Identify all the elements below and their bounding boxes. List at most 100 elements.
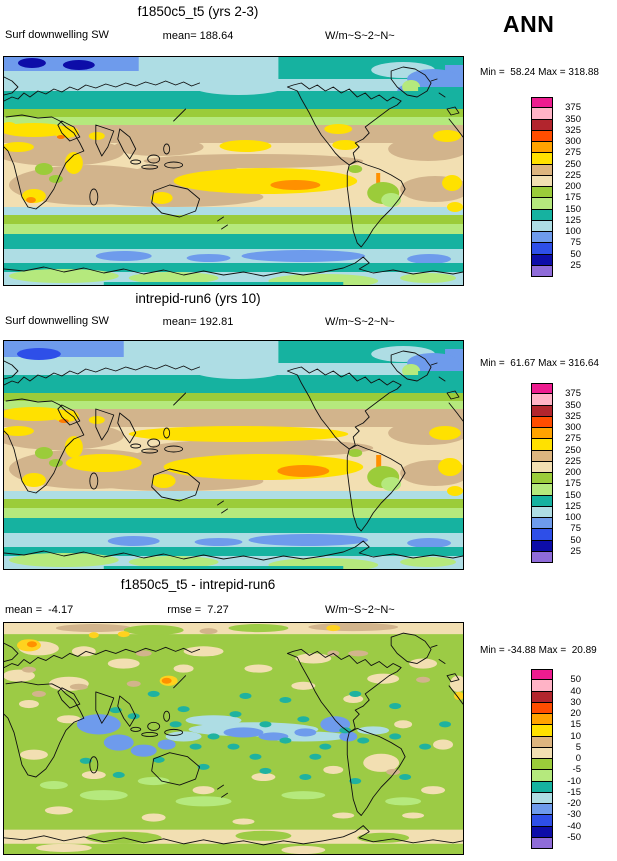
colorbar-tick-label: 75	[570, 237, 581, 249]
panel3-rmse-stat: rmse = 7.27	[167, 604, 229, 616]
colorbar-cell	[531, 416, 553, 428]
colorbar-tick-label: 125	[565, 500, 581, 512]
colorbar-cell	[531, 770, 553, 782]
map-panel2	[3, 340, 464, 570]
colorbar-cell	[531, 736, 553, 748]
panel1-minmax: Min = 58.24 Max = 318.88	[480, 67, 599, 78]
colorbar-cell	[531, 792, 553, 804]
colorbar-tick-label: 100	[565, 512, 581, 523]
colorbar-tick-label: 250	[565, 444, 581, 456]
colorbar-cell	[531, 153, 553, 165]
colorbar-cell	[531, 837, 553, 849]
colorbar-cell	[531, 164, 553, 176]
colorbar-tick-label: 25	[570, 259, 581, 271]
colorbar-cell	[531, 759, 553, 771]
colorbar-tick-label: -10	[567, 775, 581, 787]
colorbar-tick-label: 250	[565, 158, 581, 170]
colorbar-cell	[531, 108, 553, 120]
colorbar-tick-label: 175	[565, 478, 581, 490]
panel2-units-label: W/m~S~2~N~	[325, 316, 395, 328]
colorbar-cell	[531, 691, 553, 703]
colorbar-tick-label: 350	[565, 399, 581, 411]
colorbar-tick-label: 5	[575, 741, 581, 753]
colorbar-cell	[531, 747, 553, 759]
colorbar-cell	[531, 540, 553, 552]
colorbar-tick-label: 150	[565, 489, 581, 501]
colorbar-tick-label: 300	[565, 136, 581, 147]
panel3-mean-stat: mean = -4.17	[5, 604, 74, 616]
panel1-units-label: W/m~S~2~N~	[325, 30, 395, 42]
colorbar-tick-label: 10	[570, 730, 581, 742]
colorbar-panel3: 50 40 30 20 15 10 5 0 -5 -10 -15 -20 -30 -40 -50	[531, 669, 591, 849]
colorbar-tick-label: 0	[575, 753, 581, 764]
coastline-outlines	[4, 66, 463, 277]
colorbar-tick-label: 300	[565, 422, 581, 433]
colorbar-tick-label: 275	[565, 433, 581, 445]
colorbar-tick-label: 50	[570, 248, 581, 260]
colorbar-cell	[531, 450, 553, 462]
colorbar-cell	[531, 702, 553, 714]
colorbar-tick-label: -20	[567, 798, 581, 809]
colorbar-tick-label: 50	[570, 674, 581, 686]
colorbar-cell	[531, 680, 553, 692]
colorbar-tick-label: 225	[565, 455, 581, 467]
colorbar-tick-label: 20	[570, 708, 581, 719]
colorbar-cell	[531, 175, 553, 187]
colorbar-cell	[531, 209, 553, 221]
panel2-title: intrepid-run6 (yrs 10)	[135, 291, 261, 306]
colorbar-tick-label: 75	[570, 523, 581, 535]
colorbar-cell	[531, 804, 553, 816]
colorbar-cell	[531, 725, 553, 737]
colorbar-tick-label: 40	[570, 685, 581, 697]
season-label: ANN	[503, 11, 555, 37]
colorbar-cell	[531, 97, 553, 109]
colorbar-cell	[531, 484, 553, 496]
colorbar-cell	[531, 130, 553, 142]
colorbar-cell	[531, 243, 553, 255]
colorbar-tick-label: 375	[565, 388, 581, 400]
panel3-units-label: W/m~S~2~N~	[325, 604, 395, 616]
colorbar-cell	[531, 187, 553, 199]
colorbar-cell	[531, 394, 553, 406]
panel2-mean-stat: mean= 192.81	[162, 316, 234, 328]
panel3-title: f1850c5_t5 - intrepid-run6	[120, 577, 276, 592]
map-panel1	[3, 56, 464, 286]
colorbar-tick-label: -50	[567, 831, 581, 843]
colorbar-cell	[531, 529, 553, 541]
colorbar-tick-label: -15	[567, 786, 581, 798]
colorbar-cell	[531, 232, 553, 244]
panel2-variable-label: Surf downwelling SW	[5, 315, 109, 327]
colorbar-tick-label: 50	[570, 534, 581, 546]
colorbar-tick-label: -40	[567, 820, 581, 832]
colorbar-cell	[531, 383, 553, 395]
colorbar-cell	[531, 198, 553, 210]
colorbar-tick-label: 25	[570, 545, 581, 557]
colorbar-cell	[531, 254, 553, 266]
panel1-variable-label: Surf downwelling SW	[5, 29, 109, 41]
colorbar-cell	[531, 826, 553, 838]
colorbar-cell	[531, 119, 553, 131]
world-map-svg-case2	[4, 341, 463, 569]
colorbar-cell	[531, 506, 553, 518]
colorbar-cell	[531, 405, 553, 417]
colorbar-cell	[531, 439, 553, 451]
colorbar-cell	[531, 495, 553, 507]
colorbar-cell	[531, 142, 553, 154]
colorbar-tick-label: 100	[565, 226, 581, 237]
colorbar-tick-label: 200	[565, 181, 581, 192]
colorbar-panel1: 375 350 325 300 275 250 225 200 175 150 125 100 75 50…	[531, 97, 591, 277]
world-map-svg-difference	[4, 623, 463, 854]
colorbar-tick-label: -5	[572, 764, 581, 776]
colorbar-cell	[531, 461, 553, 473]
colorbar-cell	[531, 714, 553, 726]
colorbar-tick-label: 30	[570, 696, 581, 708]
colorbar-cell	[531, 473, 553, 485]
panel2-minmax: Min = 61.67 Max = 316.64	[480, 358, 599, 369]
contour-fill-regions	[4, 341, 463, 569]
colorbar-panel2: 375 350 325 300 275 250 225 200 175 150 125 100 75 50…	[531, 383, 591, 563]
colorbar-tick-label: -30	[567, 809, 581, 821]
colorbar-tick-label: 325	[565, 410, 581, 422]
colorbar-tick-label: 225	[565, 169, 581, 181]
map-panel3-difference	[3, 622, 464, 855]
